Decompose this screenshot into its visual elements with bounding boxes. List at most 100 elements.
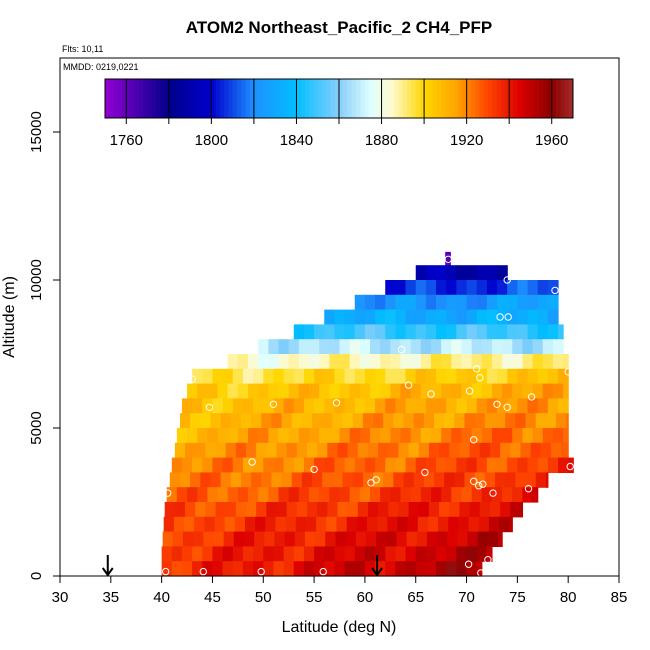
- field-cell: [232, 561, 244, 577]
- field-cell: [212, 546, 224, 562]
- field-cell: [309, 487, 320, 503]
- field-cell: [471, 339, 483, 355]
- colorbar-segment: [156, 79, 161, 118]
- colorbar-segment: [304, 79, 310, 118]
- field-cell: [190, 413, 201, 429]
- field-cell: [486, 368, 498, 385]
- x-tick-label: 75: [509, 589, 526, 606]
- field-cell: [395, 280, 407, 296]
- field-cell: [547, 309, 559, 325]
- field-cell: [425, 368, 437, 385]
- field-cell: [395, 546, 407, 562]
- field-cell: [561, 442, 569, 459]
- field-cell: [171, 561, 183, 577]
- field-cell: [263, 368, 275, 385]
- field-cell: [476, 324, 488, 340]
- field-cell: [499, 516, 510, 533]
- field-cell: [268, 354, 280, 370]
- field-cell: [227, 428, 239, 444]
- field-cell: [324, 398, 336, 414]
- colorbar-segment: [441, 79, 446, 118]
- x-tick-label: 55: [306, 589, 323, 606]
- field-cell: [436, 457, 447, 473]
- field-cell: [334, 398, 346, 414]
- field-cell: [415, 561, 427, 577]
- field-cell: [202, 457, 214, 473]
- field-cell: [256, 442, 267, 459]
- field-cell: [326, 516, 338, 533]
- field-cell: [237, 487, 249, 503]
- colorbar-segment: [275, 79, 280, 118]
- field-cell: [436, 561, 447, 577]
- field-cell: [398, 442, 410, 459]
- colorbar-segment: [300, 79, 306, 118]
- field-cell: [303, 457, 315, 473]
- field-cell: [293, 561, 305, 577]
- field-cell: [240, 413, 252, 429]
- field-cell: [278, 487, 290, 503]
- field-cell: [410, 428, 422, 444]
- colorbar-segment: [236, 79, 242, 118]
- field-cell: [220, 472, 232, 488]
- field-cell: [369, 383, 381, 399]
- field-cell: [354, 309, 366, 325]
- sample-point: [493, 400, 501, 408]
- field-cell: [420, 339, 432, 355]
- field-cell: [240, 472, 252, 488]
- colorbar-segment: [249, 79, 255, 118]
- field-cell: [232, 457, 244, 473]
- sample-point: [473, 365, 481, 373]
- field-cell: [441, 339, 452, 355]
- field-cell: [527, 398, 539, 414]
- field-cell: [517, 368, 529, 385]
- x-axis: 30 35 40 45 50 55 60 65 70 75 80 85: [52, 576, 627, 606]
- field-cell: [283, 546, 295, 562]
- x-tick-label: 45: [204, 589, 221, 606]
- colorbar-segment: [356, 79, 361, 118]
- field-cell: [489, 442, 501, 459]
- field-cell: [456, 561, 468, 577]
- field-cell: [420, 487, 432, 503]
- field-cell: [263, 457, 275, 473]
- field-cell: [466, 265, 478, 281]
- field-cell: [354, 368, 366, 385]
- field-cell: [222, 457, 234, 473]
- field-cell: [346, 516, 358, 533]
- field-cell: [517, 398, 529, 414]
- colorbar-segment: [321, 79, 327, 118]
- field-cell: [303, 398, 315, 414]
- field-cell: [457, 531, 469, 547]
- colorbar-segment: [483, 79, 489, 118]
- field-cell: [563, 383, 569, 399]
- field-cell: [517, 309, 529, 325]
- field-cell: [369, 339, 381, 355]
- sample-point: [489, 489, 497, 497]
- field-cell: [386, 531, 398, 547]
- field-cell: [403, 413, 415, 429]
- colorbar-segment: [147, 79, 153, 118]
- field-cell: [364, 561, 376, 577]
- field-cell: [395, 309, 407, 325]
- field-cell: [517, 457, 529, 473]
- field-cell: [525, 472, 537, 488]
- sample-point: [332, 399, 341, 407]
- field-cell: [345, 531, 357, 547]
- field-cell: [420, 428, 432, 444]
- field-cell: [298, 428, 310, 444]
- field-cell: [288, 487, 300, 503]
- field-cell: [537, 324, 549, 340]
- field-cell: [509, 516, 513, 533]
- field-cell: [235, 502, 247, 518]
- field-cell: [334, 457, 346, 473]
- field-cell: [500, 442, 511, 459]
- field-cell: [314, 324, 325, 340]
- field-cell: [283, 561, 295, 577]
- colorbar-segment: [398, 79, 404, 118]
- field-cell: [349, 487, 361, 503]
- field-cell: [405, 324, 417, 340]
- field-cell: [329, 354, 341, 370]
- field-cell: [390, 383, 402, 399]
- field-cell: [200, 472, 212, 488]
- field-cell: [359, 428, 371, 444]
- field-cell: [507, 368, 518, 385]
